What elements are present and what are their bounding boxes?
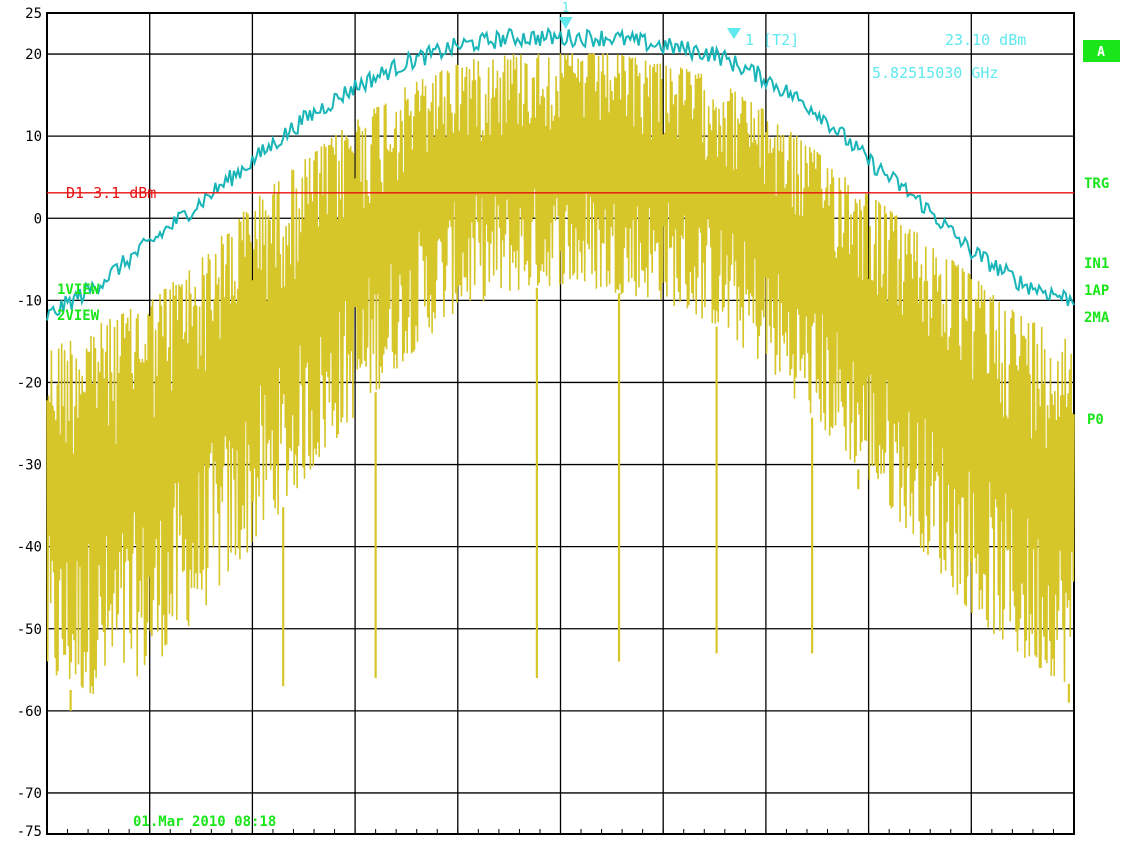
trace1-label: 1VIEW — [57, 282, 100, 298]
marker-level: 23.10 dBm — [945, 31, 1026, 49]
trace-1-view — [46, 53, 1075, 695]
y-tick-label: -10 — [17, 293, 42, 309]
y-tick-label: -20 — [17, 375, 42, 391]
y-tick-label: 20 — [25, 47, 42, 63]
marker-readout-icon — [727, 28, 741, 39]
in1-label: IN1 — [1084, 256, 1109, 272]
y-tick-label: 10 — [25, 129, 42, 145]
marker-1-label: 1 — [562, 1, 570, 16]
y-tick-label: -30 — [17, 458, 42, 474]
2ma-label: 2MA — [1084, 310, 1110, 326]
trg-label: TRG — [1084, 176, 1109, 192]
a-badge: A — [1097, 45, 1105, 60]
1ap-label: 1AP — [1084, 283, 1109, 299]
p0-label: P0 — [1087, 412, 1104, 428]
marker-frequency: 5.82515030 GHz — [872, 64, 998, 82]
trace2-label: 2VIEW — [57, 308, 100, 324]
marker-1-triangle — [558, 17, 573, 29]
y-tick-label: -40 — [17, 540, 42, 556]
y-tick-label: 0 — [34, 211, 42, 227]
marker-readout: 1 [T2] — [745, 31, 799, 49]
y-tick-label: -70 — [17, 786, 42, 802]
y-tick-label: -50 — [17, 622, 42, 638]
y-tick-label: 25 — [25, 6, 42, 22]
y-tick-label: -60 — [17, 704, 42, 720]
traces — [46, 26, 1075, 711]
reference-line-label: D1 3.1 dBm — [66, 184, 156, 202]
y-tick-label: -75 — [17, 824, 42, 840]
overlay: 1 — [47, 1, 1074, 194]
timestamp: 01.Mar 2010 08:18 — [133, 814, 276, 830]
a-badge-bg — [1083, 40, 1120, 62]
trace-2-max-hold — [46, 26, 1075, 321]
y-tick-labels: 20 10 0 -10 -20 -30 -40 -50 -60 -70 25 -75 — [17, 6, 42, 840]
